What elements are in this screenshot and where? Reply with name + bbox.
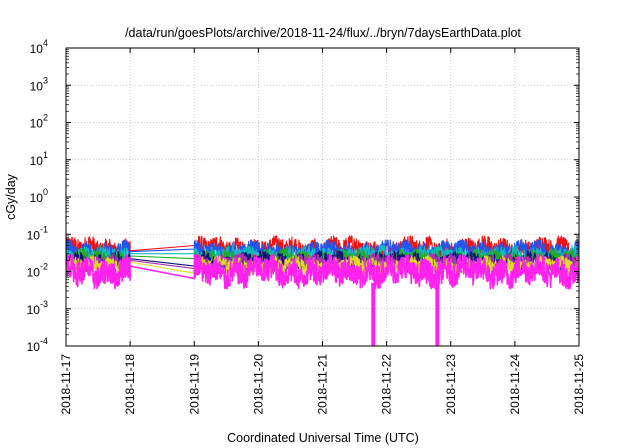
chart-title: /data/run/goesPlots/archive/2018-11-24/f… — [125, 26, 521, 40]
x-tick-label: 2018-11-23 — [444, 354, 458, 415]
x-tick-label: 2018-11-18 — [123, 354, 137, 415]
y-tick-label: 10-2 — [27, 262, 48, 280]
grid-lines — [65, 47, 580, 347]
y-tick-label: 104 — [30, 38, 48, 56]
x-tick-label: 2018-11-19 — [187, 354, 201, 415]
x-tick-label: 2018-11-24 — [508, 354, 522, 415]
x-tick-label: 2018-11-21 — [316, 354, 330, 415]
y-tick-label: 103 — [30, 75, 48, 93]
y-axis-label: cGy/day — [4, 173, 18, 220]
x-axis-label: Coordinated Universal Time (UTC) — [227, 431, 419, 445]
plot-frame — [65, 47, 580, 347]
series-line — [65, 235, 580, 261]
y-tick-label: 10-4 — [27, 336, 48, 354]
x-tick-label: 2018-11-20 — [251, 354, 265, 415]
y-tick-label: 100 — [30, 187, 48, 205]
y-tick-label: 102 — [30, 113, 48, 131]
y-tick-label: 101 — [30, 150, 48, 168]
x-tick-label: 2018-11-22 — [380, 354, 394, 415]
x-tick-label: 2018-11-17 — [59, 354, 73, 415]
y-tick-label: 10-3 — [27, 299, 48, 317]
y-tick-label: 10-1 — [27, 224, 48, 242]
series-line — [65, 254, 580, 290]
x-axis: 2018-11-17 2018-11-18 2018-11-19 2018-11-20… — [59, 48, 586, 415]
x-tick-label: 2018-11-25 — [572, 354, 586, 415]
y-axis: 10-4 10-3 10-2 10-1 100 101 102 103 104 — [27, 38, 579, 354]
series-layer — [65, 235, 580, 346]
